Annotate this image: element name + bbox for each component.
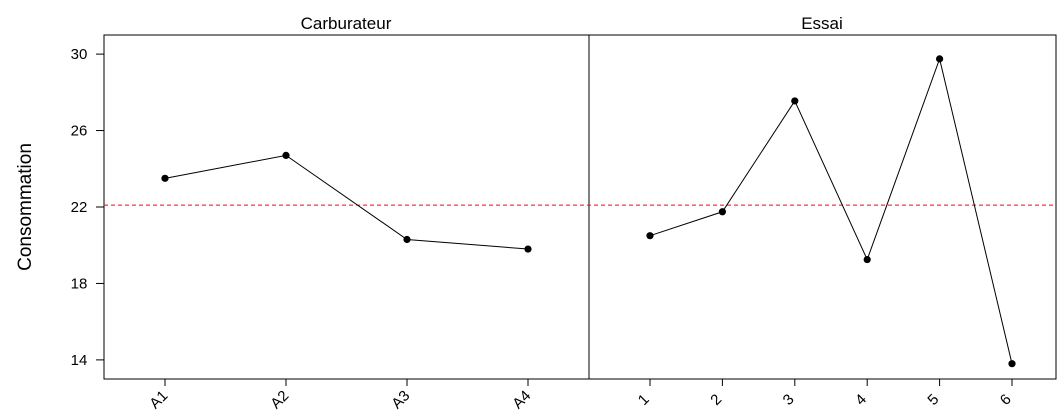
x-tick-label: 1 — [635, 391, 653, 409]
x-tick-label: 2 — [707, 391, 725, 409]
y-tick-label: 14 — [71, 352, 88, 369]
panel-title-essai: Essai — [801, 14, 843, 33]
x-tick-label: A4 — [509, 387, 534, 412]
y-tick-label: 22 — [71, 199, 88, 216]
x-tick-label: A3 — [388, 387, 413, 412]
y-axis: 14 18 22 26 30 — [71, 46, 104, 369]
data-point — [791, 97, 799, 105]
series-line-1 — [164, 154, 529, 250]
y-axis-label: Consommation — [15, 143, 36, 271]
panel-title-carburateur: Carburateur — [301, 14, 392, 33]
x-tick-label: 4 — [852, 391, 870, 409]
data-point — [1008, 360, 1016, 368]
chart-marks: A1 A2 A3 A4 1 2 3 4 5 6 — [104, 55, 1056, 412]
y-tick-label: 30 — [71, 46, 88, 63]
data-point — [718, 208, 727, 216]
data-point — [161, 174, 169, 182]
y-tick-label: 18 — [71, 275, 88, 292]
plot-border — [103, 34, 1057, 380]
data-point — [646, 232, 654, 240]
data-point — [282, 151, 290, 159]
x-tick-label: 3 — [780, 391, 798, 409]
x-tick-label: 6 — [997, 391, 1015, 409]
plot-frame — [103, 34, 1057, 380]
series-line-2 — [649, 57, 1013, 364]
data-point — [403, 235, 411, 244]
x-tick-label: A1 — [146, 387, 171, 412]
x-tick-label: 5 — [924, 391, 942, 409]
data-point — [936, 55, 944, 63]
y-tick-label: 26 — [71, 123, 88, 140]
x-tick-label: A2 — [267, 387, 292, 412]
data-point — [524, 245, 532, 253]
data-point — [863, 255, 871, 264]
